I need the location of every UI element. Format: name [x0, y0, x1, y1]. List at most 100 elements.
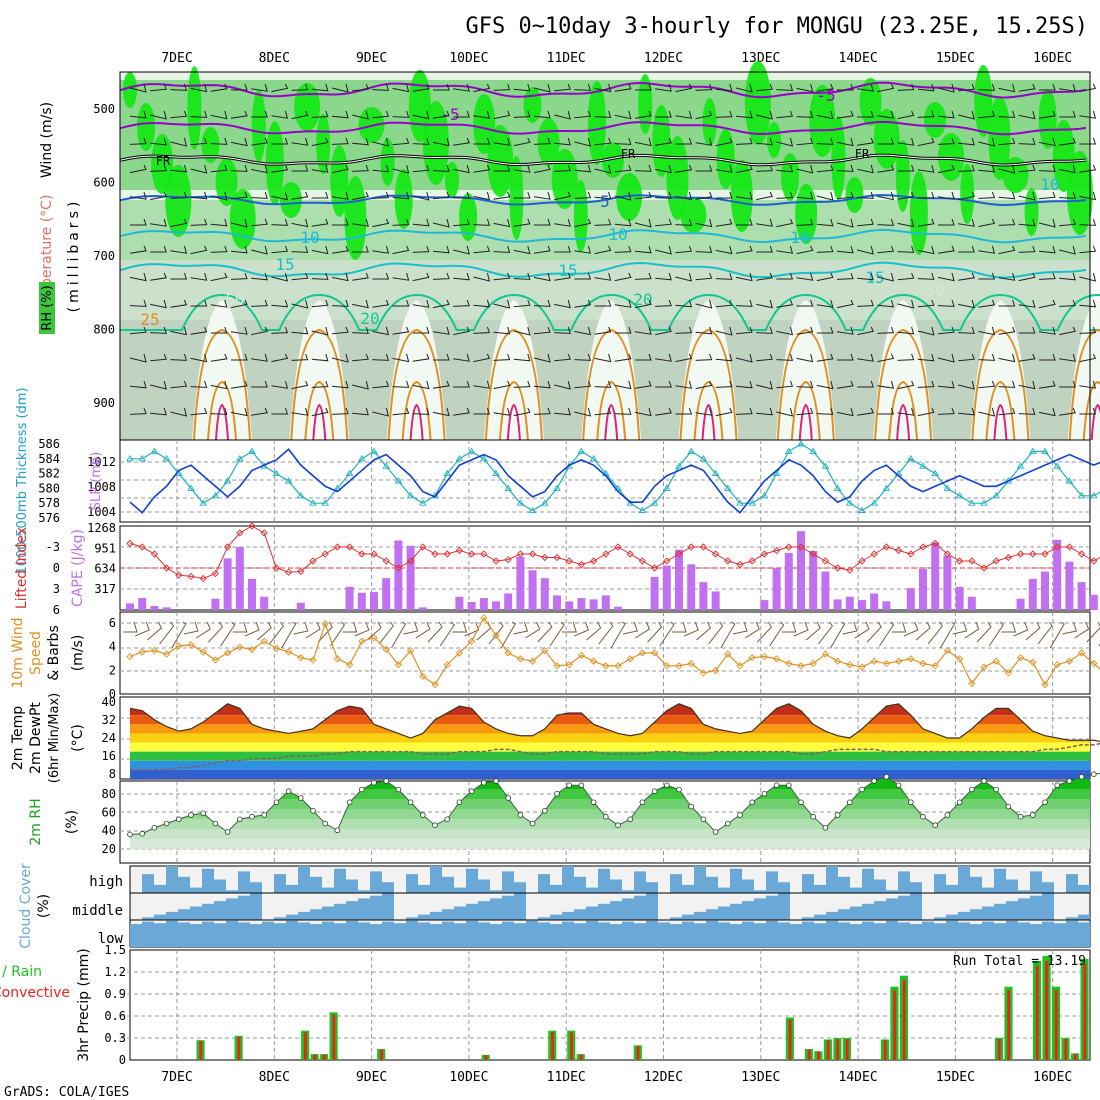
thickness-point [748, 499, 756, 506]
wind-barb [170, 83, 188, 91]
wind-barb [352, 407, 369, 416]
cloud-cell [1066, 917, 1078, 920]
wind-barb [1059, 407, 1076, 416]
wind-barb [331, 353, 349, 363]
thickness-point [248, 447, 256, 454]
wind-barb [735, 299, 753, 307]
wind-barb [614, 218, 632, 227]
wind-barb [533, 299, 551, 307]
wind-barb [1079, 191, 1097, 201]
rh-point [505, 795, 512, 801]
wind-barb [190, 164, 208, 174]
rh-blob [473, 94, 496, 154]
wind-barb [190, 353, 208, 363]
cloud-cell [1006, 879, 1018, 893]
rh-point [297, 795, 304, 801]
wind-barb [836, 326, 854, 335]
cloud-cell [538, 922, 550, 947]
rh-point [700, 816, 707, 823]
thickness-point [126, 454, 134, 462]
wind-barb [432, 164, 450, 172]
wind-barb [897, 245, 915, 253]
cape-bar [809, 551, 818, 610]
cloud-cell [910, 893, 922, 920]
wind-barb [1079, 218, 1097, 226]
wind-barb [1018, 245, 1036, 253]
wind-barb [251, 407, 268, 416]
wind-barb [998, 326, 1016, 335]
wind-barb [655, 137, 672, 146]
wind-barb [170, 272, 188, 280]
wind-barb [432, 272, 450, 280]
y-tick-label: 951 [94, 541, 116, 555]
wind-barb [230, 164, 248, 172]
contour-label: 10 [1040, 175, 1059, 194]
wind-speed-point [162, 650, 171, 658]
cape-bar [126, 603, 134, 610]
cloud-cell [514, 923, 526, 947]
cloud-cell [994, 923, 1006, 947]
precip-convective-bar [1064, 1039, 1068, 1060]
wind-barb [958, 137, 975, 146]
wind-barb [549, 621, 565, 647]
wind-speed-point [480, 614, 488, 622]
cloud-cell [826, 866, 838, 893]
rh-point [529, 820, 536, 827]
precip-convective-bar [551, 1032, 554, 1060]
slp-ylabel-slp: SLP (mb) [89, 452, 104, 511]
li-line [129, 525, 1100, 580]
wind-barb [210, 299, 228, 308]
wind-barb [836, 218, 854, 228]
wind-barb [190, 137, 208, 146]
wind-barb [978, 191, 996, 199]
cloud-cell [802, 921, 814, 947]
cloud-cell [898, 895, 910, 920]
cloud-cell [670, 924, 682, 947]
wind-barb [513, 407, 531, 417]
wind-barb [513, 621, 529, 635]
cloud-cell [322, 887, 334, 893]
contour-label: 15 [558, 261, 577, 280]
cloud-cell [1030, 871, 1042, 893]
wind-barb [816, 110, 834, 120]
cloud-cell [430, 911, 442, 920]
rh-point [834, 812, 841, 818]
li-point [894, 546, 903, 555]
wind-barb [655, 326, 672, 336]
precip-convective-bar [826, 1040, 830, 1060]
wind-barb [958, 272, 975, 281]
rh-point [517, 812, 524, 818]
rh-point [273, 799, 280, 806]
wind-speed-point [272, 644, 281, 652]
wind-barb [256, 621, 272, 641]
wind-barb [1018, 299, 1036, 308]
cloud-cell [346, 879, 358, 893]
thickness-point [1090, 491, 1098, 499]
cape-bar [504, 593, 513, 610]
wind-barb [251, 326, 268, 336]
wind-barb [1079, 110, 1097, 119]
rh-point [237, 816, 243, 823]
y-tick-label: 0 [119, 1053, 126, 1067]
wind-barb [1018, 326, 1036, 334]
wind-barb [392, 326, 410, 335]
wind-speed-point [711, 666, 720, 675]
cloud-cell [850, 887, 862, 893]
wind-barb [230, 299, 248, 309]
wind-barb [757, 621, 773, 643]
cloud-cell [286, 920, 298, 947]
wind-barb [1001, 621, 1017, 633]
cloud-cell [274, 874, 286, 893]
rh-point [639, 799, 646, 806]
wind-barb [473, 299, 491, 308]
wind-speed-point [236, 643, 244, 651]
wind-barb [311, 83, 329, 92]
cloud-cell [826, 920, 838, 947]
cloud-cell [442, 909, 454, 920]
upper-ylabel-mb: (millibars) [66, 198, 82, 313]
rh-blob [215, 158, 238, 206]
wind-speed-point [565, 661, 573, 669]
wind-barb [1079, 137, 1097, 145]
wind-barb [594, 299, 612, 307]
wind-barb [634, 137, 652, 147]
